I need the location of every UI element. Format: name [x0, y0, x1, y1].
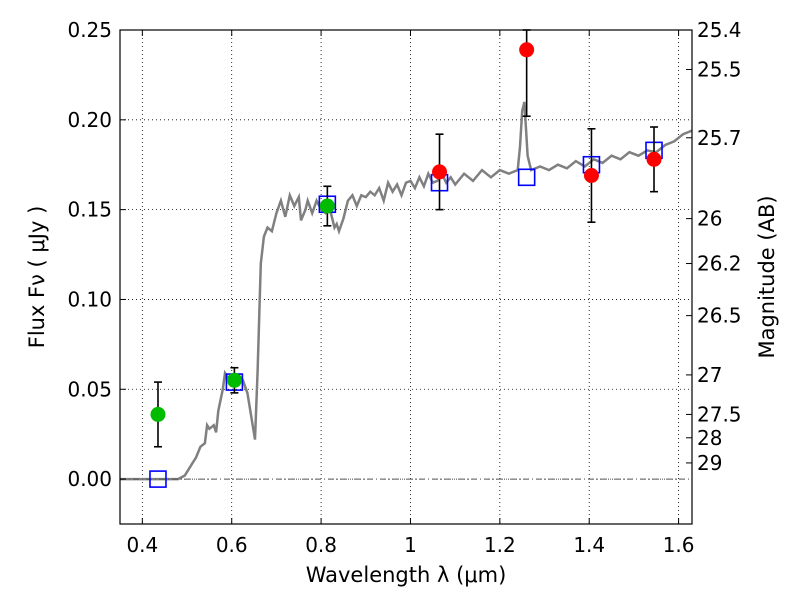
- y-axis-label: Flux Fν ( μJy ): [25, 206, 49, 349]
- y-tick-label: 0.00: [67, 467, 112, 491]
- x-tick-label: 0.4: [126, 533, 158, 557]
- plot-frame: [119, 29, 693, 525]
- model-spectrum-line: [120, 101, 693, 481]
- x-tick-label: 0.6: [216, 533, 248, 557]
- grid-lines: [120, 29, 692, 524]
- y-tick-label: 0.15: [67, 198, 112, 222]
- mag-tick-label: 25.7: [697, 126, 742, 150]
- optical-data-point: [319, 198, 335, 214]
- model-bandpass-square: [517, 168, 536, 187]
- y-tick-label: 0.25: [67, 18, 112, 42]
- nir-data-point: [646, 151, 662, 167]
- y-tick-label: 0.20: [67, 108, 112, 132]
- nir-data-point: [519, 42, 535, 58]
- mag-tick-label: 26: [697, 207, 722, 231]
- mag-tick-label: 28: [697, 426, 722, 450]
- y-tick-label: 0.05: [67, 377, 112, 401]
- x-tick-label: 0.8: [305, 533, 337, 557]
- nir-data-point: [432, 164, 448, 180]
- mag-tick-label: 26.2: [697, 252, 742, 276]
- mag-tick-label: 27: [697, 363, 722, 387]
- x-tick-label: 1.2: [484, 533, 516, 557]
- optical-data-point: [150, 406, 166, 422]
- x-axis-label: Wavelength λ (μm): [306, 563, 507, 587]
- x-tick-label: 1: [404, 533, 417, 557]
- mag-tick-label: 25.5: [697, 58, 742, 82]
- axis-ticks: 0.4 0.6 0.8 1 1.2 1.4 1.6 0.00 0.05 0.10 0.15 0.20 0…: [67, 18, 741, 557]
- mag-tick-label: 27.5: [697, 402, 742, 426]
- nir-data-point: [583, 168, 599, 184]
- data-marks: [149, 29, 663, 488]
- mag-tick-label: 29: [697, 451, 722, 475]
- optical-data-point: [226, 372, 242, 388]
- right-axis-label: Magnitude (AB): [755, 195, 779, 358]
- x-tick-label: 1.4: [573, 533, 605, 557]
- mag-tick-label: 25.4: [697, 18, 742, 42]
- mag-tick-label: 26.5: [697, 304, 742, 328]
- model-bandpass-square: [149, 470, 167, 488]
- x-tick-label: 1.6: [663, 533, 695, 557]
- y-tick-label: 0.10: [67, 287, 112, 311]
